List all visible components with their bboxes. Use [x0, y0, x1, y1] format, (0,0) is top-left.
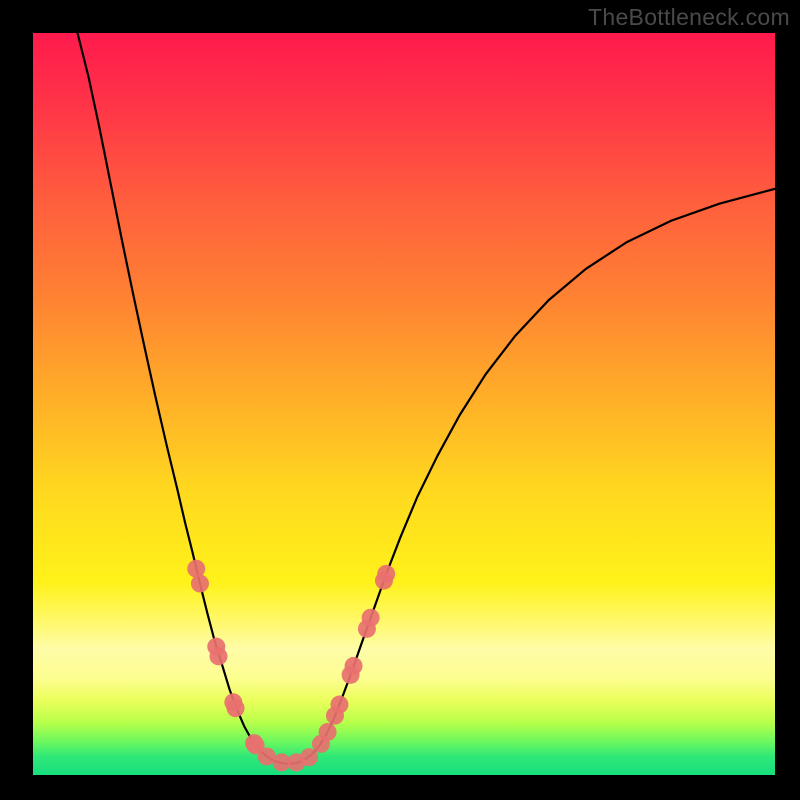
data-marker — [330, 696, 348, 714]
watermark-text: TheBottleneck.com — [588, 4, 790, 31]
plot-overlay — [33, 33, 775, 775]
data-marker — [377, 565, 395, 583]
data-markers-group — [187, 560, 395, 772]
plot-inner — [33, 33, 775, 775]
data-marker — [210, 647, 228, 665]
bottleneck-curve — [78, 33, 775, 764]
data-marker — [345, 657, 363, 675]
plot-area — [33, 33, 775, 775]
data-marker — [227, 699, 245, 717]
data-marker — [191, 575, 209, 593]
data-marker — [362, 609, 380, 627]
data-marker — [319, 723, 337, 741]
